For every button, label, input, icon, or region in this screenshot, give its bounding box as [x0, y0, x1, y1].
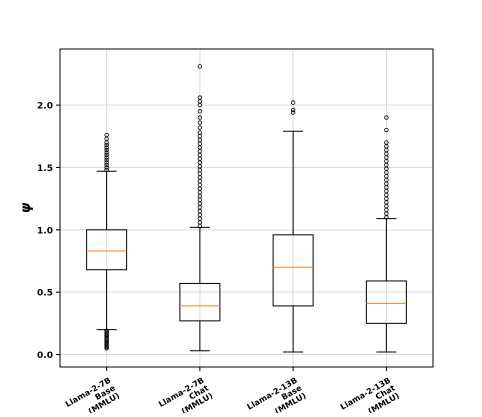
- y-tick-label: 2.0: [37, 102, 53, 112]
- box-iqr: [86, 229, 128, 271]
- boxes: [86, 64, 407, 353]
- outlier-point: [104, 147, 109, 153]
- box-group: [272, 100, 314, 353]
- outlier-point: [197, 130, 203, 135]
- box-iqr: [365, 280, 407, 324]
- outlier-point: [197, 115, 203, 120]
- outlier-point: [104, 132, 109, 138]
- y-axis-label: ψ: [19, 202, 34, 213]
- outlier-point: [104, 167, 109, 173]
- grid: [60, 49, 433, 367]
- outlier-point: [104, 162, 109, 168]
- outlier-point: [104, 152, 109, 158]
- x-tick-label: Llama-2-13BChat(MMLU): [339, 376, 401, 413]
- outlier-point: [290, 107, 296, 113]
- outlier-point: [104, 165, 109, 170]
- y-tick-label: 1.0: [37, 226, 53, 236]
- outlier-point: [197, 64, 203, 69]
- x-tick-label: Llama-2-13BBase(MMLU): [246, 376, 309, 413]
- outlier-point: [104, 157, 109, 163]
- box-group: [86, 132, 128, 351]
- outlier-point: [384, 115, 389, 120]
- y-tick-label: 0.0: [37, 351, 53, 361]
- outlier-point: [104, 142, 109, 148]
- outlier-point: [290, 110, 296, 115]
- outlier-point: [290, 100, 296, 105]
- box-group: [179, 64, 221, 352]
- y-tick-label: 0.5: [37, 289, 53, 299]
- outlier-point: [197, 95, 203, 100]
- outlier-point: [104, 145, 109, 150]
- x-tick-label: Llama-2-7BBase(MMLU): [64, 376, 122, 413]
- outlier-point: [197, 120, 203, 125]
- outlier-point: [197, 109, 203, 114]
- x-ticks: Llama-2-7BBase(MMLU) Llama-2-7BChat(MMLU)…: [64, 367, 401, 416]
- outlier-point: [104, 160, 109, 165]
- outlier-point: [104, 150, 109, 155]
- outlier-point: [104, 155, 109, 160]
- x-tick-label: Llama-2-7BChat(MMLU): [157, 376, 214, 413]
- box-group: [365, 115, 407, 353]
- box-iqr: [179, 282, 221, 322]
- outlier-point: [384, 140, 389, 145]
- y-tick-label: 1.5: [37, 164, 53, 174]
- y-ticks: 0.0 0.5 1.0 1.5 2.0: [37, 102, 60, 361]
- plot-frame: [59, 48, 434, 368]
- outlier-point: [384, 127, 389, 133]
- box-iqr: [272, 234, 314, 307]
- outlier-point: [197, 125, 203, 130]
- outlier-point: [104, 328, 109, 334]
